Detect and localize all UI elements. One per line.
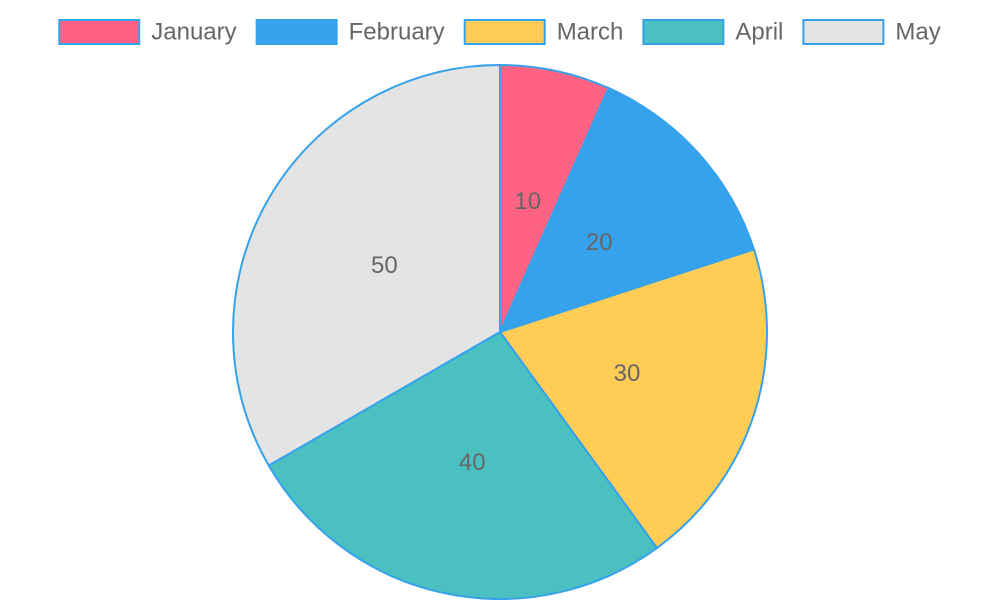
pie-slice-january[interactable] — [499, 64, 610, 333]
data-label-february: 20 — [586, 229, 613, 256]
legend-item-february[interactable]: February — [255, 19, 445, 46]
legend-item-april[interactable]: April — [642, 19, 783, 46]
legend-label: April — [735, 19, 783, 46]
legend-swatch — [58, 19, 141, 45]
pie-slice-march[interactable] — [499, 248, 768, 550]
legend-label: January — [151, 19, 236, 46]
legend: January February March April May — [58, 19, 941, 46]
legend-swatch — [255, 19, 338, 45]
legend-swatch — [463, 19, 546, 45]
data-label-may: 50 — [371, 252, 398, 279]
legend-label: May — [895, 19, 940, 46]
data-labels: 10 20 30 40 50 — [371, 188, 640, 476]
data-label-march: 30 — [614, 360, 641, 387]
legend-item-march[interactable]: March — [463, 19, 624, 46]
legend-label: March — [557, 19, 624, 46]
legend-swatch — [802, 19, 885, 45]
legend-swatch — [642, 19, 725, 45]
legend-item-may[interactable]: May — [802, 19, 941, 46]
legend-item-january[interactable]: January — [58, 19, 237, 46]
data-label-april: 40 — [459, 449, 486, 476]
pie-slices — [232, 64, 768, 600]
pie-slice-february[interactable] — [499, 87, 755, 333]
pie-slice-may[interactable] — [232, 64, 501, 467]
pie-slice-april[interactable] — [267, 331, 658, 600]
data-label-january: 10 — [514, 188, 541, 215]
legend-label: February — [349, 19, 445, 46]
